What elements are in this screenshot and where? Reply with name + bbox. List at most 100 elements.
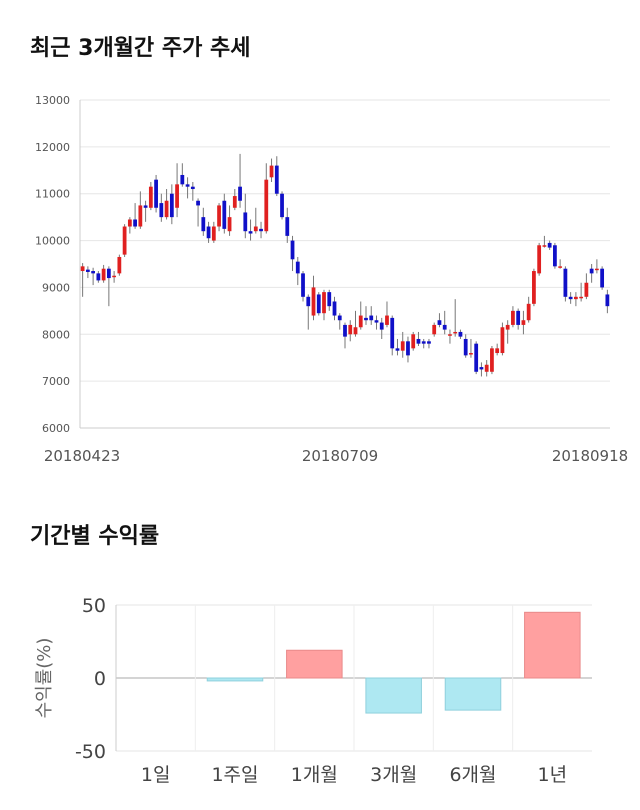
candle-body — [421, 341, 426, 344]
candle-body — [175, 184, 179, 208]
candle-body — [364, 317, 368, 321]
candle-body — [505, 324, 510, 330]
candle-body — [537, 245, 542, 274]
candle-body — [526, 303, 531, 321]
candle-body — [190, 186, 195, 190]
candle-body — [358, 315, 363, 328]
candle-body — [374, 320, 379, 323]
bar-x-tick-label: 1주일 — [211, 764, 258, 786]
candle-x-tick-label: 20180709 — [302, 447, 378, 465]
candle-body — [322, 292, 326, 314]
candle-body — [159, 203, 164, 218]
candle-body — [211, 226, 216, 241]
candle-body — [532, 271, 536, 304]
candle-body — [453, 331, 458, 334]
candle-body — [96, 273, 101, 281]
candle-body — [280, 193, 284, 218]
bar-series — [206, 611, 581, 714]
price-candlestick-chart: 13000 12000 11000 10000 9000 8000 7000 6000 201… — [35, 94, 628, 465]
candle-body — [605, 294, 610, 307]
candle-body — [248, 231, 253, 234]
candle-body — [180, 174, 185, 185]
bar — [206, 677, 264, 682]
candle-y-tick-label: 12000 — [35, 141, 70, 154]
candle-body — [474, 343, 479, 372]
return-by-period-title: 기간별 수익률 — [30, 524, 160, 549]
bar — [524, 611, 581, 679]
candle-body — [411, 334, 416, 349]
candle-body — [332, 301, 337, 316]
candle-body — [542, 245, 547, 247]
bar — [444, 677, 502, 711]
bar-y-axis-label: 수익률(%) — [34, 638, 55, 719]
candle-body — [269, 165, 274, 178]
candle-body — [185, 184, 190, 187]
candle-body — [600, 268, 605, 288]
bar-y-axis: 50 0 -50 — [75, 595, 106, 763]
candle-body — [495, 348, 500, 354]
bar-y-tick-label: 50 — [82, 595, 106, 617]
candle-body — [91, 271, 96, 274]
bar-y-tick-label: -50 — [75, 741, 106, 763]
bar-grid — [115, 604, 592, 752]
bar — [365, 677, 422, 714]
candle-body — [584, 282, 589, 297]
candle-body — [348, 324, 353, 335]
candle-body — [133, 219, 137, 227]
candle-body — [169, 193, 174, 218]
candle-body — [369, 315, 374, 321]
candle-y-tick-label: 6000 — [42, 422, 70, 435]
candle-body — [406, 341, 410, 356]
candle-body — [395, 348, 400, 351]
candle-body — [143, 205, 148, 208]
candle-body — [574, 296, 578, 300]
candle-body — [217, 205, 221, 227]
candle-body — [316, 294, 321, 314]
candle-series — [80, 153, 610, 377]
bar — [286, 649, 343, 679]
bar-x-tick-label: 1일 — [141, 764, 171, 786]
candle-body — [306, 296, 311, 307]
candle-body — [117, 256, 122, 274]
candle-body — [327, 292, 332, 307]
candle-body — [232, 196, 237, 208]
candle-body — [484, 364, 489, 372]
candle-y-tick-label: 7000 — [42, 375, 70, 388]
candle-body — [201, 217, 206, 232]
candle-body — [479, 367, 484, 370]
bar-x-axis: 1일 1주일 1개월 3개월 6개월 1년 — [141, 764, 567, 786]
candle-body — [122, 226, 127, 255]
candle-body — [469, 353, 473, 355]
candle-body — [227, 217, 232, 232]
candle-body — [448, 334, 452, 336]
candle-body — [164, 200, 169, 218]
candle-body — [490, 348, 494, 372]
candle-body — [521, 320, 526, 325]
candle-body — [127, 219, 132, 227]
candle-body — [463, 338, 468, 356]
candle-body — [80, 266, 85, 272]
candle-body — [437, 320, 442, 325]
candle-body — [243, 212, 248, 232]
candle-y-tick-label: 10000 — [35, 235, 70, 248]
candle-body — [337, 315, 342, 321]
candle-body — [290, 240, 295, 260]
candle-x-tick-label: 20180918 — [552, 447, 628, 465]
candle-body — [390, 317, 395, 349]
candle-body — [416, 338, 421, 344]
candle-body — [400, 341, 405, 351]
candle-body — [259, 228, 263, 232]
candle-y-tick-label: 8000 — [42, 328, 70, 341]
bar-x-tick-label: 1년 — [538, 764, 568, 786]
candle-body — [154, 179, 158, 208]
candle-body — [206, 226, 211, 239]
candle-body — [138, 205, 143, 227]
candle-body — [594, 268, 599, 271]
candle-body — [563, 268, 568, 297]
candle-body — [285, 217, 290, 236]
candle-y-tick-label: 13000 — [35, 94, 70, 107]
candle-y-tick-label: 9000 — [42, 281, 70, 294]
candle-body — [222, 200, 227, 229]
candle-body — [589, 268, 594, 274]
